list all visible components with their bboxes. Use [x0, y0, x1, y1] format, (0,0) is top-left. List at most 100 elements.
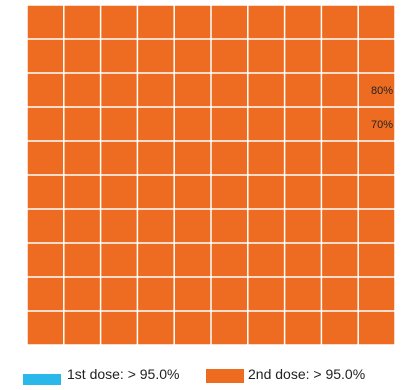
waffle-cell [248, 243, 284, 277]
waffle-cell [358, 39, 395, 73]
waffle-cell [174, 5, 211, 39]
waffle-cell [322, 311, 358, 345]
waffle-cell [138, 107, 174, 141]
waffle-cell [248, 209, 284, 243]
waffle-cell [64, 39, 100, 73]
waffle-cell [248, 39, 284, 73]
waffle-cell [27, 107, 64, 141]
waffle-cell [174, 277, 211, 311]
waffle-cell [174, 209, 211, 243]
waffle-cell [101, 5, 137, 39]
waffle-cell [174, 107, 211, 141]
waffle-cell [248, 107, 284, 141]
waffle-cell [358, 141, 395, 175]
waffle-cell [64, 141, 100, 175]
legend: 1st dose: > 95.0% 2nd dose: > 95.0% [0, 362, 411, 386]
waffle-annotations: 80% 70% [371, 85, 393, 131]
waffle-cell [138, 243, 174, 277]
waffle-cell [174, 141, 211, 175]
waffle-cell [27, 175, 64, 209]
waffle-cell [211, 107, 248, 141]
waffle-cell [64, 209, 100, 243]
waffle-cell [138, 5, 174, 39]
waffle-cell [285, 311, 321, 345]
waffle-cell [285, 107, 321, 141]
waffle-cell [211, 243, 248, 277]
waffle-cell [138, 39, 174, 73]
waffle-cell [322, 107, 358, 141]
waffle-cell [211, 5, 248, 39]
waffle-cell [101, 107, 137, 141]
waffle-cell [27, 73, 64, 107]
waffle-cell [27, 311, 64, 345]
waffle-cell [358, 277, 395, 311]
waffle-cell [322, 277, 358, 311]
waffle-cell [27, 5, 64, 39]
waffle-cell [322, 141, 358, 175]
waffle-cell [322, 175, 358, 209]
waffle-cell [248, 175, 284, 209]
waffle-cell [285, 39, 321, 73]
waffle-cell [101, 277, 137, 311]
waffle-cell [64, 311, 100, 345]
waffle-cell [101, 209, 137, 243]
waffle-cell [358, 243, 395, 277]
waffle-cell [322, 209, 358, 243]
waffle-cell [285, 209, 321, 243]
legend-swatch-1st-dose [23, 374, 61, 385]
waffle-cell [322, 243, 358, 277]
waffle-cell [101, 39, 137, 73]
waffle-cell [101, 243, 137, 277]
waffle-cell [64, 277, 100, 311]
legend-label-1st-dose: 1st dose: > 95.0% [67, 366, 180, 382]
waffle-cell [101, 73, 137, 107]
waffle-cell [64, 107, 100, 141]
waffle-cell [27, 243, 64, 277]
waffle-cell [248, 277, 284, 311]
waffle-cell [358, 73, 395, 107]
waffle-cell [248, 141, 284, 175]
waffle-cell [174, 175, 211, 209]
waffle-cell [248, 73, 284, 107]
waffle-cell [101, 175, 137, 209]
waffle-cell [138, 311, 174, 345]
waffle-cell [64, 175, 100, 209]
waffle-cell [322, 73, 358, 107]
waffle-cell [27, 277, 64, 311]
waffle-cell [27, 141, 64, 175]
waffle-cell [138, 73, 174, 107]
waffle-cell [101, 141, 137, 175]
waffle-cell [285, 243, 321, 277]
waffle-cell [138, 209, 174, 243]
waffle-cell [285, 5, 321, 39]
waffle-cells [27, 5, 395, 345]
waffle-cell [285, 141, 321, 175]
waffle-cell [211, 311, 248, 345]
waffle-cell [285, 73, 321, 107]
waffle-cell [358, 5, 395, 39]
waffle-cell [285, 277, 321, 311]
annotation-label: 70% [371, 119, 393, 131]
waffle-cell [138, 175, 174, 209]
waffle-cell [211, 141, 248, 175]
waffle-cell [174, 73, 211, 107]
waffle-cell [358, 107, 395, 141]
waffle-cell [27, 209, 64, 243]
waffle-cell [211, 73, 248, 107]
waffle-cell [174, 39, 211, 73]
waffle-cell [64, 73, 100, 107]
legend-swatch-2nd-dose [206, 369, 244, 383]
waffle-cell [248, 311, 284, 345]
waffle-cell [211, 209, 248, 243]
annotation-label: 80% [371, 85, 393, 97]
legend-label-2nd-dose: 2nd dose: > 95.0% [248, 366, 366, 382]
waffle-cell [64, 5, 100, 39]
waffle-cell [211, 277, 248, 311]
waffle-cell [358, 209, 395, 243]
waffle-cell [358, 311, 395, 345]
waffle-cell [101, 311, 137, 345]
waffle-cell [322, 5, 358, 39]
waffle-cell [64, 243, 100, 277]
waffle-cell [211, 39, 248, 73]
